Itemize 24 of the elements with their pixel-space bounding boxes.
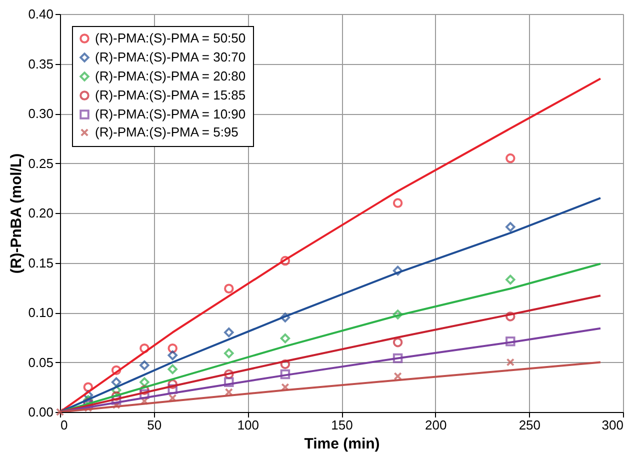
x-tick-label: 250 [518, 418, 541, 432]
legend-label: (R)-PMA:(S)-PMA = 20:80 [95, 68, 246, 84]
legend-label: (R)-PMA:(S)-PMA = 10:90 [95, 106, 246, 122]
legend-label: (R)-PMA:(S)-PMA = 50:50 [95, 30, 246, 46]
x-tick-label: 150 [331, 418, 353, 432]
y-tick-label: 0.25 [28, 156, 54, 171]
y-axis-title: (R)-PnBA (mol/L) [8, 153, 26, 274]
y-tick-label: 0.30 [28, 106, 54, 121]
x-tick-label: 200 [424, 418, 447, 432]
y-tick-label: 0.15 [28, 255, 54, 270]
y-tick-label: 0.00 [28, 404, 54, 420]
y-tick-label: 0.10 [28, 305, 54, 320]
legend-label: (R)-PMA:(S)-PMA = 30:70 [95, 50, 246, 64]
x-axis-title: Time (min) [304, 436, 380, 452]
x-tick-label: 50 [147, 418, 162, 432]
y-tick-label: 0.05 [28, 354, 54, 370]
legend-label: (R)-PMA:(S)-PMA = 15:85 [95, 88, 246, 102]
y-tick-label: 0.35 [28, 56, 54, 72]
x-tick-label: 300 [602, 418, 624, 432]
x-tick-label: 0 [60, 418, 68, 432]
y-tick-label: 0.40 [28, 6, 54, 22]
x-tick-label: 100 [237, 418, 260, 432]
legend-label: (R)-PMA:(S)-PMA = 5:95 [95, 124, 238, 140]
y-tick-label: 0.20 [28, 206, 54, 220]
